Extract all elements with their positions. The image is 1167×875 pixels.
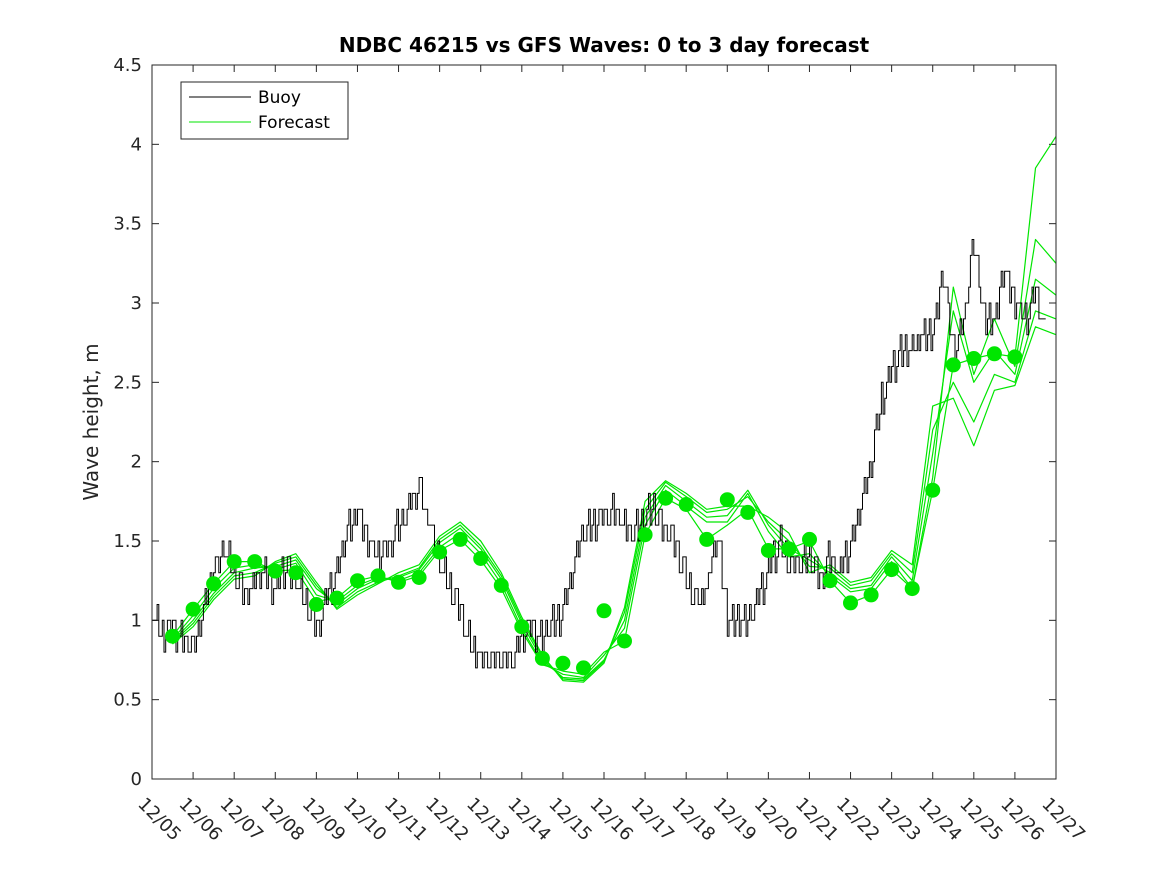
forecast-marker xyxy=(617,633,632,649)
forecast-marker xyxy=(740,504,756,520)
forecast-marker xyxy=(308,597,324,612)
forecast-marker xyxy=(391,574,406,590)
y-tick-label: 3 xyxy=(131,293,142,314)
forecast-marker xyxy=(699,531,715,547)
forecast-marker xyxy=(247,554,263,570)
y-tick-label: 4 xyxy=(131,134,142,155)
forecast-marker xyxy=(822,573,838,589)
plot-frame xyxy=(151,64,1057,780)
forecast-marker xyxy=(678,497,694,512)
forecast-marker xyxy=(596,603,612,619)
y-tick-label: 2 xyxy=(131,452,142,473)
y-tick-label: 1 xyxy=(131,610,142,631)
y-tick-label: 2.5 xyxy=(113,372,142,393)
legend-forecast-label: Forecast xyxy=(258,113,330,133)
legend: Buoy Forecast xyxy=(180,81,349,140)
chart-title: NDBC 46215 vs GFS Waves: 0 to 3 day fore… xyxy=(339,33,870,57)
forecast-marker xyxy=(1007,349,1023,365)
forecast-marker xyxy=(473,551,489,566)
forecast-marker xyxy=(267,563,283,579)
forecast-marker xyxy=(843,595,858,611)
forecast-marker xyxy=(719,492,735,508)
forecast-marker xyxy=(514,619,530,635)
forecast-marker xyxy=(802,531,817,547)
forecast-marker xyxy=(185,601,201,617)
forecast-marker xyxy=(781,541,797,557)
forecast-marker xyxy=(945,357,961,373)
buoy-line-group xyxy=(152,239,1046,669)
y-tick-label: 1.5 xyxy=(113,531,142,552)
forecast-marker xyxy=(165,628,180,644)
forecast-marker xyxy=(534,650,550,666)
forecast-marker xyxy=(884,562,900,578)
y-axis-ticks: 0 0.5 1 1.5 2 2.5 3 3.5 4 4.5 xyxy=(113,55,1056,790)
forecast-marker xyxy=(288,565,304,581)
buoy-line xyxy=(152,239,1046,669)
forecast-marker xyxy=(904,581,920,597)
forecast-marker xyxy=(555,655,571,671)
forecast-marker xyxy=(452,531,468,547)
forecast-marker xyxy=(637,527,653,543)
forecast-marker xyxy=(658,490,674,506)
legend-box xyxy=(180,81,349,140)
forecast-marker xyxy=(206,576,222,592)
y-tick-label: 3.5 xyxy=(113,214,142,235)
forecast-marker xyxy=(350,573,365,589)
forecast-marker xyxy=(226,554,242,570)
y-axis-label: Wave height, m xyxy=(79,343,103,500)
forecast-markers xyxy=(165,346,1023,676)
forecast-line-run-3 xyxy=(172,278,1057,680)
y-tick-label: 4.5 xyxy=(113,55,142,76)
forecast-marker xyxy=(863,587,879,603)
y-tick-label: 0 xyxy=(131,769,142,790)
forecast-marker xyxy=(760,543,776,558)
forecast-marker xyxy=(576,660,591,676)
forecast-marker xyxy=(432,544,448,560)
forecast-marker xyxy=(411,570,427,585)
forecast-marker xyxy=(370,568,386,584)
forecast-marker xyxy=(493,577,509,593)
forecast-line-run-5 xyxy=(172,326,1057,683)
forecast-marker xyxy=(925,482,941,498)
forecast-marker xyxy=(966,351,982,366)
forecast-marker xyxy=(329,590,345,606)
forecast-marker xyxy=(986,346,1002,362)
legend-buoy-label: Buoy xyxy=(258,88,301,108)
y-tick-label: 0.5 xyxy=(113,690,142,711)
plot-area xyxy=(152,65,1056,779)
